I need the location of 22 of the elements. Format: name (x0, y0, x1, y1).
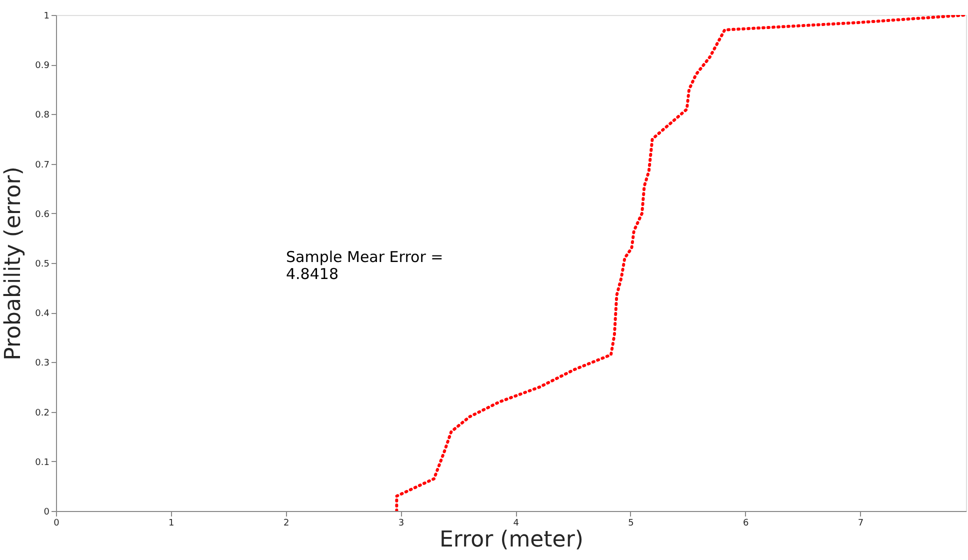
y-tick-label: 0.8 (35, 110, 50, 121)
y-tick-label: 0.9 (35, 61, 50, 72)
y-axis-title: Probability (error) (1, 166, 26, 360)
y-tick-label: 0.7 (35, 160, 50, 170)
annotation: Sample Mear Error = 4.8418 (286, 248, 444, 283)
y-tick-label: 0.4 (35, 309, 50, 320)
y-tick-label: 0.5 (35, 260, 50, 270)
x-tick-label: 2 (283, 518, 290, 528)
x-axis-title: Error (meter) (440, 528, 584, 552)
y-tick-label: 1 (44, 12, 50, 22)
x-tick-label: 0 (54, 518, 60, 528)
x-tick-label: 1 (168, 518, 174, 528)
y-tick-label: 0 (44, 508, 50, 518)
x-tick-label: 4 (513, 518, 520, 528)
y-tick-label: 0.1 (35, 458, 50, 468)
x-tick-label: 3 (398, 518, 404, 528)
y-tick-label: 0.6 (35, 210, 50, 220)
y-tick-label: 0.2 (35, 408, 50, 418)
x-tick-label: 7 (858, 518, 864, 528)
y-tick-label: 0.3 (35, 358, 50, 369)
x-tick-label: 6 (743, 518, 750, 528)
x-tick-label: 5 (628, 518, 634, 528)
